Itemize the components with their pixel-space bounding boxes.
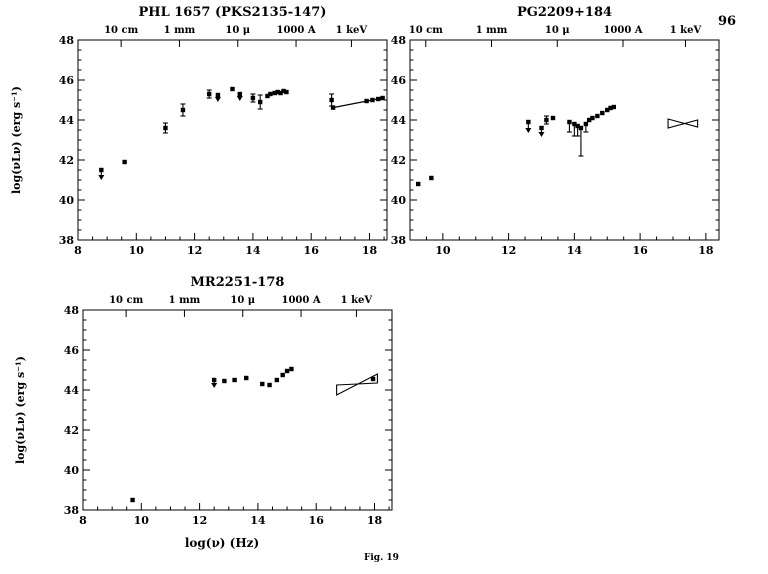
sed-chart-phl1657: PHL 1657 (PKS2135-147) 8 10 12 14 16 18 38 40 42 4… — [59, 5, 388, 257]
svg-text:12: 12 — [192, 514, 207, 527]
svg-text:40: 40 — [391, 194, 407, 207]
svg-text:40: 40 — [64, 464, 80, 477]
svg-text:10 μ: 10 μ — [225, 25, 250, 36]
svg-text:10 μ: 10 μ — [230, 295, 255, 306]
svg-text:1000 A: 1000 A — [603, 25, 642, 36]
sed-chart-mr2251: MR2251-178 8 10 12 14 16 18 38 40 42 44 46 48 10 cm 1 … — [64, 275, 393, 527]
svg-text:1 keV: 1 keV — [341, 295, 373, 306]
svg-text:38: 38 — [391, 234, 407, 247]
svg-text:48: 48 — [391, 34, 407, 47]
svg-text:46: 46 — [391, 74, 407, 87]
svg-text:16: 16 — [304, 244, 320, 257]
svg-text:38: 38 — [64, 504, 80, 517]
svg-text:PHL 1657 (PKS2135-147): PHL 1657 (PKS2135-147) — [139, 5, 327, 20]
page-number: 96 — [718, 14, 737, 29]
svg-text:10: 10 — [134, 514, 150, 527]
chart-panel-pg2209: PG2209+184 10 12 14 16 18 38 40 42 44 46 48 10 cm 1 m… — [372, 0, 727, 262]
svg-text:1 keV: 1 keV — [670, 25, 702, 36]
svg-text:10 cm: 10 cm — [104, 25, 138, 36]
svg-text:42: 42 — [64, 424, 79, 437]
svg-text:8: 8 — [74, 244, 82, 257]
y-axis-label-top-row: log(νLν) (erg s⁻¹) — [10, 86, 23, 194]
svg-text:16: 16 — [309, 514, 325, 527]
svg-text:14: 14 — [567, 244, 583, 257]
svg-text:44: 44 — [64, 384, 80, 397]
svg-text:12: 12 — [501, 244, 516, 257]
figure-caption: Fig. 19 — [364, 553, 399, 563]
svg-text:10 μ: 10 μ — [545, 25, 570, 36]
svg-text:PG2209+184: PG2209+184 — [517, 5, 612, 20]
svg-text:10 cm: 10 cm — [409, 25, 443, 36]
svg-text:1 mm: 1 mm — [169, 295, 201, 306]
svg-text:MR2251-178: MR2251-178 — [191, 275, 285, 290]
chart-panel-phl1657: PHL 1657 (PKS2135-147) 8 10 12 14 16 18 38 40 42 4… — [40, 0, 395, 262]
svg-text:18: 18 — [362, 244, 378, 257]
chart-panel-mr2251: MR2251-178 8 10 12 14 16 18 38 40 42 44 46 48 10 cm 1 … — [45, 270, 400, 532]
svg-text:1 mm: 1 mm — [476, 25, 508, 36]
svg-text:44: 44 — [391, 114, 407, 127]
svg-text:46: 46 — [64, 344, 80, 357]
svg-text:12: 12 — [187, 244, 202, 257]
svg-text:16: 16 — [632, 244, 648, 257]
svg-text:48: 48 — [59, 34, 75, 47]
svg-text:10: 10 — [435, 244, 451, 257]
svg-text:18: 18 — [367, 514, 383, 527]
svg-text:48: 48 — [64, 304, 80, 317]
svg-text:14: 14 — [250, 514, 266, 527]
svg-text:1000 A: 1000 A — [277, 25, 316, 36]
x-axis-label: log(ν) (Hz) — [184, 536, 260, 550]
svg-text:42: 42 — [391, 154, 406, 167]
svg-text:38: 38 — [59, 234, 75, 247]
svg-text:1 keV: 1 keV — [336, 25, 368, 36]
svg-text:40: 40 — [59, 194, 75, 207]
svg-text:46: 46 — [59, 74, 75, 87]
svg-text:42: 42 — [59, 154, 74, 167]
svg-text:14: 14 — [245, 244, 261, 257]
svg-text:8: 8 — [79, 514, 87, 527]
y-axis-label-bottom-row: log(νLν) (erg s⁻¹) — [14, 356, 27, 464]
svg-text:44: 44 — [59, 114, 75, 127]
svg-text:1000 A: 1000 A — [282, 295, 321, 306]
svg-text:10: 10 — [129, 244, 145, 257]
svg-text:1 mm: 1 mm — [164, 25, 196, 36]
svg-text:10 cm: 10 cm — [109, 295, 143, 306]
svg-text:18: 18 — [698, 244, 714, 257]
